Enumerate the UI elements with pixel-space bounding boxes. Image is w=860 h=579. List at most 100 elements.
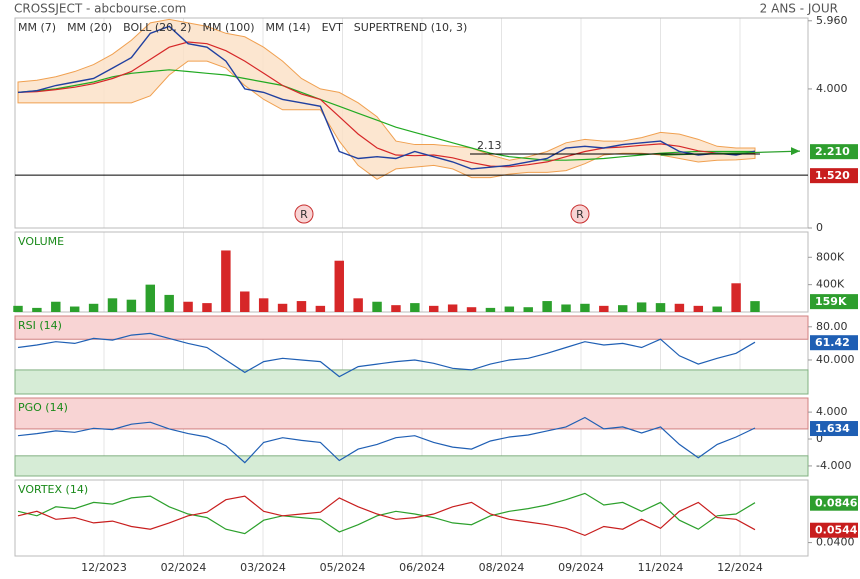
annotation-label: 2.13: [477, 139, 502, 152]
volume-bar: [429, 305, 439, 312]
volume-bar: [655, 303, 666, 312]
legend-entry: MM (20): [67, 21, 112, 34]
y-tick-label: 5.960: [816, 14, 848, 27]
x-tick-label: 09/2024: [558, 561, 604, 574]
value-badge: [810, 522, 858, 538]
overbought-zone: [14, 397, 809, 430]
page-title: CROSSJECT - abcbourse.com: [14, 2, 186, 16]
panel-title: PGO (14): [18, 401, 68, 414]
badge-label: 0.0544: [815, 524, 858, 537]
value-badge: [810, 495, 858, 511]
volume-bar: [391, 305, 401, 312]
x-tick-label: 02/2024: [161, 561, 207, 574]
oversold-zone: [14, 455, 809, 477]
y-tick-label: 400K: [816, 278, 845, 291]
arrow-head: [791, 147, 800, 156]
volume-bar: [315, 305, 326, 312]
legend-entry: MM (100): [202, 21, 254, 34]
volume-bar: [447, 304, 458, 312]
event-label: R: [576, 208, 584, 221]
panel: [14, 17, 809, 229]
overbought-zone: [14, 315, 809, 340]
volume-bar: [183, 301, 193, 312]
volume-bar: [258, 298, 269, 312]
legend-entry: EVT: [322, 21, 343, 34]
volume-bar: [372, 301, 382, 312]
volume-bar: [504, 306, 515, 312]
y-tick-label: 80.00: [816, 320, 848, 333]
x-tick-label: 05/2024: [320, 561, 366, 574]
volume-bar: [542, 301, 552, 312]
trend-arrow: [660, 150, 801, 156]
volume-bar: [466, 307, 477, 312]
badge-label: 0.0846: [815, 497, 858, 510]
volume-bar: [561, 304, 571, 312]
x-tick-label: 11/2024: [638, 561, 684, 574]
price-line: [17, 25, 756, 170]
volume-bar: [523, 307, 533, 312]
volume-bar: [145, 284, 156, 312]
x-tick-label: 12/2023: [81, 561, 127, 574]
badge-label: 159K: [815, 295, 847, 308]
badge-label: 1.520: [815, 169, 850, 182]
volume-bar: [221, 250, 231, 312]
volume-bar: [277, 303, 288, 312]
volume-bar: [296, 301, 307, 312]
y-tick-label: 800K: [816, 250, 845, 263]
event-label: R: [300, 208, 308, 221]
mm100-line: [17, 69, 755, 161]
y-tick-label: 0: [816, 221, 823, 234]
oscillator-line: [17, 332, 756, 378]
volume-bar: [693, 305, 704, 312]
mm20-line: [17, 41, 756, 168]
badge-label: 61.42: [815, 336, 850, 349]
volume-bar: [107, 298, 118, 312]
badge-label: 2.210: [815, 145, 850, 158]
volume-bar: [32, 307, 42, 312]
volume-bar: [353, 298, 363, 312]
value-badge: [810, 144, 858, 160]
volume-bar: [580, 303, 590, 312]
legend-entry: SUPERTREND (10, 3): [354, 21, 468, 34]
volume-bar: [599, 305, 609, 312]
legend-entry: BOLL (20, 2): [123, 21, 191, 34]
panel-title: VORTEX (14): [18, 483, 88, 496]
y-tick-label: -4.000: [816, 459, 851, 472]
value-badge: [810, 421, 858, 437]
panel-title: RSI (14): [18, 319, 62, 332]
value-badge: [810, 168, 858, 184]
badge-label: 1.634: [815, 422, 850, 435]
volume-bar: [712, 306, 722, 312]
volume-bar: [617, 305, 628, 312]
y-tick-label: 0.0400: [816, 536, 855, 549]
x-tick-label: 06/2024: [399, 561, 445, 574]
volume-bar: [485, 307, 496, 312]
volume-bar: [750, 301, 760, 312]
volume-bar: [240, 291, 250, 312]
x-tick-label: 12/2024: [717, 561, 763, 574]
volume-bar: [731, 283, 741, 312]
x-tick-label: 03/2024: [240, 561, 286, 574]
volume-bar: [636, 302, 647, 312]
legend-entry: MM (14): [266, 21, 311, 34]
volume-bar: [69, 306, 80, 312]
event-marker: [294, 204, 314, 224]
volume-bar: [674, 303, 685, 312]
volume-bar: [334, 260, 344, 312]
x-tick-label: 08/2024: [479, 561, 525, 574]
volume-bar: [51, 301, 61, 312]
oscillator-line: [17, 416, 756, 464]
volume-bar: [164, 294, 174, 312]
value-badge: [810, 335, 858, 351]
volume-bar: [410, 303, 420, 312]
panel: [14, 479, 809, 557]
event-marker: [570, 204, 590, 224]
volume-bar: [13, 305, 23, 312]
oversold-zone: [14, 369, 809, 395]
legend-entry: MM (7): [18, 21, 56, 34]
volume-bar: [126, 299, 137, 312]
vortex-line: [17, 492, 756, 535]
vortex-line: [17, 495, 756, 537]
volume-bar: [88, 303, 99, 312]
